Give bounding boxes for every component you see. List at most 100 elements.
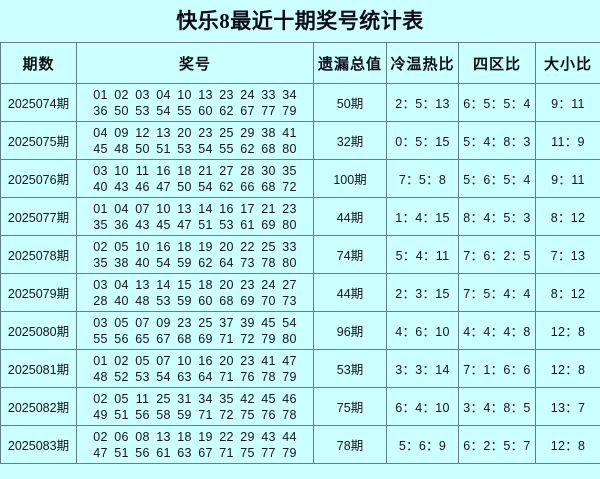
lottery-number: 17 [240, 201, 255, 216]
lottery-number: 59 [177, 293, 192, 308]
lottery-number: 18 [177, 163, 192, 178]
lottery-number: 23 [282, 201, 297, 216]
lottery-number: 01 [93, 201, 108, 216]
cell-issue: 2025077期 [0, 197, 77, 236]
number-line: 55 56 65 67 68 69 71 72 79 80 [77, 331, 313, 347]
lottery-number: 78 [261, 255, 276, 270]
lottery-number: 68 [261, 141, 276, 156]
cell-zone-ratio: 5：4：8：3 [458, 121, 536, 160]
cell-issue: 2025081期 [0, 349, 77, 388]
number-line: 03 04 13 14 15 18 20 23 24 27 [77, 277, 313, 293]
cell-issue: 2025076期 [0, 159, 77, 198]
number-line: 35 36 43 45 47 51 53 61 69 80 [77, 217, 313, 233]
lottery-number: 50 [135, 141, 150, 156]
number-line: 03 10 11 16 18 21 27 28 30 35 [77, 163, 313, 179]
cell-issue: 2025074期 [0, 83, 77, 122]
lottery-number: 47 [156, 179, 171, 194]
cell-big-small-ratio: 12：8 [535, 425, 600, 464]
lottery-number: 60 [198, 293, 213, 308]
cell-numbers: 03 05 07 09 23 25 37 39 45 54 55 56 65 67 68 69 71 72 79 80 [76, 311, 314, 350]
lottery-number: 18 [177, 239, 192, 254]
cell-cold-warm-hot: 0：5：15 [386, 121, 459, 160]
lottery-number: 02 [114, 87, 129, 102]
column-header-numbers: 奖号 [76, 42, 314, 84]
lottery-number: 01 [93, 87, 108, 102]
cell-cold-warm-hot: 2：5：13 [386, 83, 459, 122]
cell-cold-warm-hot: 2：3：15 [386, 273, 459, 312]
column-header-big-small: 大小比 [535, 42, 600, 84]
lottery-number: 44 [282, 429, 297, 444]
lottery-number: 21 [261, 201, 276, 216]
lottery-number: 73 [240, 255, 255, 270]
cell-miss-total: 74期 [313, 235, 387, 274]
lottery-number: 62 [219, 179, 234, 194]
number-line: 02 05 11 25 31 34 35 42 45 46 [77, 391, 313, 407]
number-line: 28 40 48 53 59 60 68 69 70 73 [77, 293, 313, 309]
cell-numbers: 04 09 12 13 20 23 25 29 38 41 45 48 50 51 53 54 55 62 68 80 [76, 121, 314, 160]
lottery-number: 09 [114, 125, 129, 140]
lottery-number: 11 [135, 163, 150, 178]
lottery-number: 69 [261, 217, 276, 232]
lottery-number: 23 [240, 353, 255, 368]
cell-numbers: 01 02 03 04 10 13 23 24 33 34 36 50 53 54 55 60 62 67 77 79 [76, 83, 314, 122]
lottery-number: 53 [135, 103, 150, 118]
table-row: 2025075期 04 09 12 13 20 23 25 29 38 41 45 48 50 51 53 54… [0, 121, 600, 160]
lottery-number: 05 [114, 315, 129, 330]
lottery-number: 45 [261, 315, 276, 330]
lottery-number: 36 [93, 103, 108, 118]
lottery-number: 15 [177, 277, 192, 292]
table-header-row: 期数 奖号 遗漏总值 冷温热比 四区比 大小比 [0, 42, 600, 84]
lottery-number: 36 [114, 217, 129, 232]
lottery-number: 48 [114, 141, 129, 156]
lottery-number: 35 [219, 391, 234, 406]
cell-numbers: 02 06 08 13 18 19 22 29 43 44 47 51 56 61 63 67 71 75 77 79 [76, 425, 314, 464]
lottery-number: 33 [261, 87, 276, 102]
cell-issue: 2025075期 [0, 121, 77, 160]
lottery-number: 07 [135, 201, 150, 216]
lottery-number: 72 [240, 331, 255, 346]
lottery-number: 47 [93, 445, 108, 460]
lottery-number: 54 [156, 255, 171, 270]
table-row: 2025080期 03 05 07 09 23 25 37 39 45 54 55 56 65 67 68 69… [0, 311, 600, 350]
number-line: 40 43 46 47 50 54 62 66 68 72 [77, 179, 313, 195]
page-title-bar: 快乐8最近十期奖号统计表 [0, 0, 600, 42]
lottery-number: 50 [114, 103, 129, 118]
lottery-number: 25 [219, 125, 234, 140]
lottery-number: 23 [219, 87, 234, 102]
lottery-number: 62 [219, 103, 234, 118]
lottery-number: 78 [282, 407, 297, 422]
table-body: 2025074期 01 02 03 04 10 13 23 24 33 34 36 50 53 54 55 60… [0, 83, 600, 464]
lottery-number: 13 [198, 87, 213, 102]
lottery-number: 29 [240, 429, 255, 444]
lottery-number: 54 [198, 179, 213, 194]
number-line: 03 05 07 09 23 25 37 39 45 54 [77, 315, 313, 331]
lottery-number: 20 [177, 125, 192, 140]
lottery-number: 16 [198, 353, 213, 368]
cell-issue: 2025083期 [0, 425, 77, 464]
lottery-number: 05 [114, 239, 129, 254]
lottery-number: 10 [177, 87, 192, 102]
lottery-number: 04 [93, 125, 108, 140]
cell-zone-ratio: 7：5：4：4 [458, 273, 536, 312]
cell-big-small-ratio: 9：11 [535, 159, 600, 198]
column-header-cold-warm-hot: 冷温热比 [386, 42, 459, 84]
lottery-number: 43 [135, 217, 150, 232]
lottery-number: 67 [198, 445, 213, 460]
lottery-number: 03 [93, 277, 108, 292]
lottery-number: 03 [93, 315, 108, 330]
lottery-number: 49 [93, 407, 108, 422]
number-line: 02 05 10 16 18 19 20 22 25 33 [77, 239, 313, 255]
lottery-number: 23 [198, 125, 213, 140]
lottery-number: 21 [198, 163, 213, 178]
lottery-number: 63 [177, 445, 192, 460]
lottery-number: 22 [240, 239, 255, 254]
cell-miss-total: 78期 [313, 425, 387, 464]
lottery-number: 61 [240, 217, 255, 232]
lottery-number: 79 [261, 331, 276, 346]
number-line: 35 38 40 54 59 62 64 73 78 80 [77, 255, 313, 271]
lottery-number: 75 [240, 407, 255, 422]
lottery-number: 04 [156, 87, 171, 102]
lottery-number: 51 [156, 141, 171, 156]
cell-zone-ratio: 7：1：6：6 [458, 349, 536, 388]
cell-zone-ratio: 5：6：5：4 [458, 159, 536, 198]
